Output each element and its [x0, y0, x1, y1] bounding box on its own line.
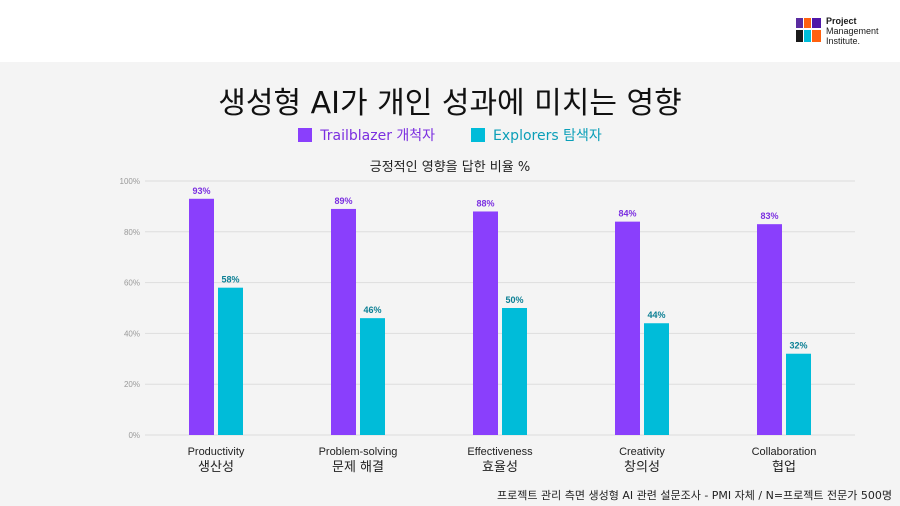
legend-item-explorers: Explorers 탐색자	[471, 125, 602, 145]
y-tick-label-100: 100%	[120, 177, 140, 186]
data-label-explorers-3: 44%	[647, 310, 665, 320]
bar-explorers-0	[218, 287, 243, 435]
pmi-logo-icon	[796, 18, 821, 42]
data-label-trailblazer-1: 89%	[334, 196, 352, 206]
legend-item-trailblazer: Trailblazer 개척자	[298, 125, 435, 145]
pmi-logo: Project Management Institute.	[796, 16, 892, 48]
data-label-explorers-0: 58%	[221, 275, 239, 285]
bar-explorers-3	[644, 323, 669, 435]
legend-swatch-explorers	[471, 128, 486, 142]
y-tick-label-40: 40%	[124, 329, 140, 338]
x-tick-label-0: Productivity	[188, 446, 245, 458]
logo-line2: Management	[826, 26, 879, 36]
bar-trailblazer-0	[189, 198, 214, 435]
bar-explorers-4	[786, 353, 811, 435]
x-tick-label-1: Problem-solving	[319, 446, 398, 458]
y-tick-label-0: 0%	[128, 431, 140, 440]
legend-label-explorers: Explorers 탐색자	[493, 128, 602, 144]
x-tick-label-ko-0: 생산성	[198, 460, 234, 475]
chart-title: 생성형 AI가 개인 성과에 미치는 영향	[218, 86, 682, 121]
logo-line3: Institute.	[826, 36, 861, 46]
x-tick-label-ko-2: 효율성	[482, 460, 518, 475]
bar-explorers-1	[360, 318, 385, 435]
y-tick-label-20: 20%	[124, 380, 140, 389]
x-tick-label-3: Creativity	[619, 446, 665, 458]
bar-trailblazer-3	[615, 221, 640, 435]
chart-legend: Trailblazer 개척자 Explorers 탐색자	[0, 125, 900, 145]
x-tick-label-ko-3: 창의성	[624, 460, 660, 475]
data-label-trailblazer-4: 83%	[760, 211, 778, 221]
data-label-trailblazer-0: 93%	[192, 186, 210, 196]
x-tick-label-ko-4: 협업	[772, 460, 796, 475]
x-tick-label-4: Collaboration	[752, 446, 817, 458]
header-bar: Project Management Institute.	[0, 0, 900, 62]
footnote: 프로젝트 관리 측면 생성형 AI 관련 설문조사 - PMI 자체 / N=프…	[497, 489, 892, 502]
chart-subtitle: 긍정적인 영향을 답한 비율 %	[369, 160, 531, 175]
y-tick-label-60: 60%	[124, 279, 140, 288]
data-label-explorers-2: 50%	[505, 295, 523, 305]
y-tick-label-80: 80%	[124, 228, 140, 237]
bar-trailblazer-2	[473, 211, 498, 435]
logo-line1: Project	[826, 16, 857, 26]
bar-explorers-2	[502, 308, 527, 435]
x-tick-label-ko-1: 문제 해결	[332, 460, 384, 475]
data-label-trailblazer-2: 88%	[476, 198, 494, 208]
legend-label-trailblazer: Trailblazer 개척자	[320, 128, 436, 144]
bar-trailblazer-1	[331, 208, 356, 435]
data-label-explorers-4: 32%	[789, 341, 807, 351]
x-tick-label-2: Effectiveness	[467, 446, 533, 458]
legend-swatch-trailblazer	[298, 128, 313, 142]
data-label-explorers-1: 46%	[363, 305, 381, 315]
bar-trailblazer-4	[757, 224, 782, 435]
logo-text: Project Management Institute.	[826, 16, 879, 46]
data-label-trailblazer-3: 84%	[618, 209, 636, 219]
